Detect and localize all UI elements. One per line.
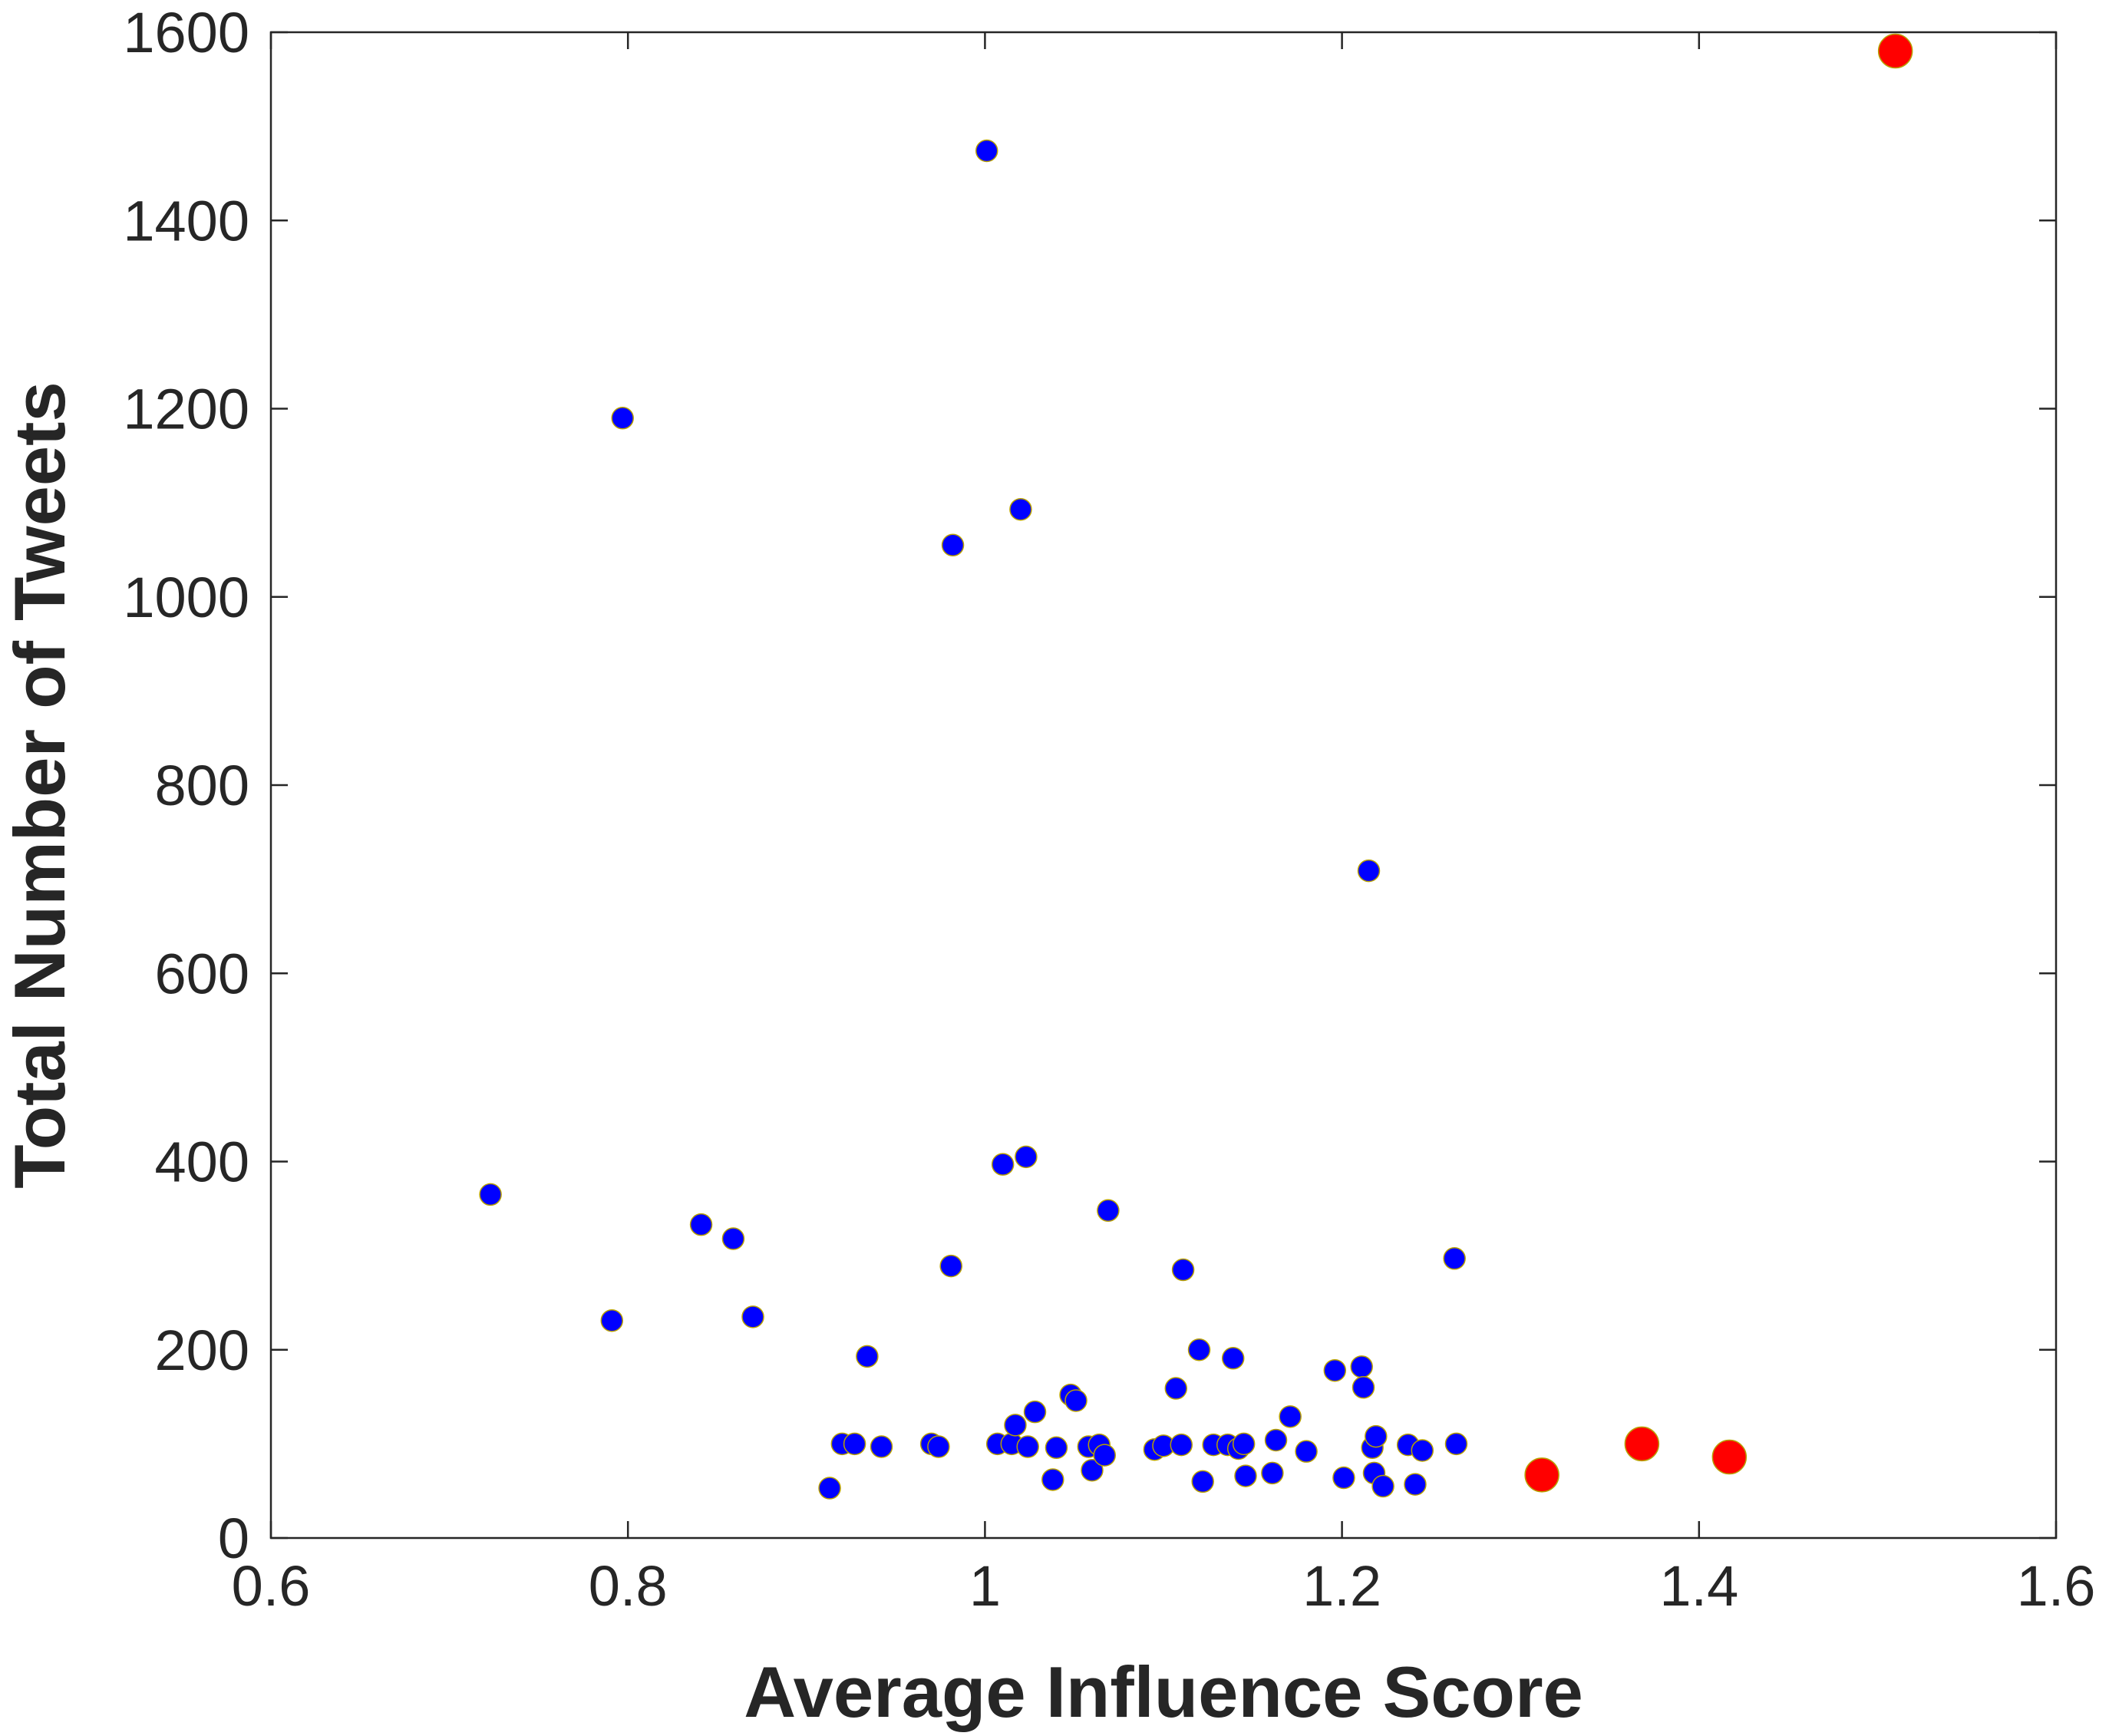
data-point-blue [1164,1377,1188,1400]
data-point-blue [1357,859,1381,883]
data-point-blue [1171,1258,1195,1282]
y-axis-title: Total Number of Tweets [0,381,80,1189]
data-point-blue [1004,1414,1027,1437]
data-point-blue [1371,1474,1394,1498]
data-point-blue [1170,1433,1193,1457]
y-tick-label: 1400 [123,189,249,252]
tick-labels: 0.6 0.8 1 1.2 1.4 1.6 0 200 400 600 800 1000 1200 140… [123,1,2095,1618]
data-point-blue [1187,1338,1211,1361]
data-point-blue [1411,1439,1434,1462]
data-point-blue [689,1213,713,1236]
data-point-blue [1064,1389,1088,1412]
data-point-blue [1264,1428,1288,1452]
data-point-blue [939,1254,962,1278]
data-point-blue [1350,1355,1373,1378]
x-tick-label: 1.2 [1302,1554,1381,1618]
data-point-blue [818,1477,841,1500]
y-tick-label: 200 [155,1319,249,1382]
data-point-blue [1232,1432,1256,1456]
data-point-blue [991,1153,1015,1176]
plot-area [271,32,2056,1538]
data-point-blue [721,1227,745,1250]
data-point-blue [1009,497,1032,521]
y-tick-label: 600 [155,942,249,1005]
data-point-blue [1234,1464,1257,1487]
data-point-blue [941,533,965,557]
y-tick-label: 1200 [123,378,249,441]
x-tick-label: 1.4 [1659,1554,1738,1618]
data-point-blue [611,407,634,430]
data-point-blue [1023,1400,1047,1424]
data-point-red [1711,1439,1748,1475]
data-point-blue [1365,1424,1388,1448]
plot-frame [269,31,2058,1540]
data-point-blue [927,1435,950,1458]
data-point-red [1524,1457,1559,1493]
data-point-blue [1332,1466,1355,1490]
data-point-blue [843,1432,866,1456]
data-point-red [1877,33,1913,69]
x-tick-label: 0.6 [232,1554,311,1618]
data-point-blue [1323,1358,1347,1382]
data-point-blue [1261,1461,1284,1485]
data-point-blue [1097,1199,1120,1223]
data-point-blue [741,1305,764,1328]
data-point-blue [1093,1444,1116,1467]
y-tick-label: 800 [155,754,249,817]
data-points [479,33,1913,1500]
data-point-blue [1045,1436,1068,1460]
data-point-blue [1443,1247,1466,1270]
data-point-blue [975,139,998,163]
data-point-red [1624,1426,1660,1462]
data-point-blue [1279,1405,1302,1428]
y-tick-label: 1600 [123,1,249,64]
data-point-blue [1295,1440,1318,1463]
y-tick-label: 0 [218,1507,249,1570]
data-point-blue [1191,1470,1214,1493]
data-point-blue [1041,1468,1064,1491]
x-tick-label: 1.6 [2017,1554,2096,1618]
data-point-blue [1404,1473,1427,1496]
data-point-blue [1016,1435,1039,1458]
data-point-blue [1221,1347,1245,1370]
data-point-blue [479,1183,502,1206]
data-point-blue [600,1309,624,1332]
data-point-blue [1015,1145,1038,1169]
x-axis-title: Average Influence Score [744,1652,1583,1732]
y-tick-label: 1000 [123,566,249,629]
x-tick-label: 1 [969,1554,1001,1618]
x-tick-label: 0.8 [589,1554,668,1618]
y-tick-label: 400 [155,1130,249,1194]
data-point-blue [870,1435,893,1458]
data-point-blue [1352,1376,1375,1399]
data-point-blue [1444,1432,1468,1456]
data-point-blue [856,1345,879,1368]
data-point-blue [1081,1458,1104,1482]
